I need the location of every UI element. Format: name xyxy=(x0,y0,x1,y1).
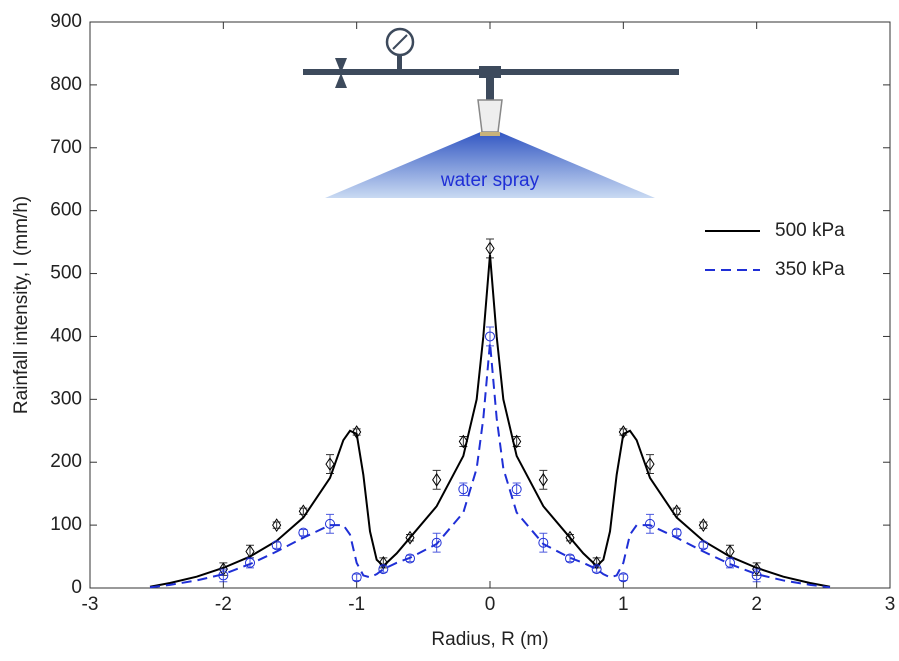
data-point xyxy=(725,557,735,568)
data-point xyxy=(671,527,682,538)
y-tick-label: 100 xyxy=(50,514,82,535)
data-point xyxy=(431,537,442,548)
x-tick-label: 1 xyxy=(618,594,629,615)
x-tick-label: -3 xyxy=(82,594,99,615)
y-tick-label: 900 xyxy=(50,11,82,32)
error-bar xyxy=(459,435,468,447)
error-bar xyxy=(672,529,681,537)
data-point xyxy=(698,518,708,533)
data-point xyxy=(512,434,522,449)
data-point xyxy=(485,241,495,256)
data-point xyxy=(672,504,682,519)
series-line xyxy=(149,254,831,588)
data-point xyxy=(565,553,575,564)
data-point xyxy=(272,518,282,533)
annotation: water spray xyxy=(440,170,540,191)
legend-label: 350 kPa xyxy=(775,259,845,280)
error-bar xyxy=(672,507,681,515)
y-tick-label: 300 xyxy=(50,388,82,409)
data-point xyxy=(618,425,628,439)
error-bar xyxy=(486,326,494,347)
y-axis-label: Rainfall intensity, I (mm/h) xyxy=(11,196,32,414)
error-bar xyxy=(299,507,308,515)
y-tick-label: 400 xyxy=(50,325,82,346)
x-tick-label: -1 xyxy=(348,594,365,615)
data-point xyxy=(751,570,762,581)
error-bar xyxy=(726,557,734,569)
y-tick-label: 800 xyxy=(50,74,82,95)
error-bar xyxy=(299,529,308,537)
error-bar xyxy=(432,532,441,553)
y-tick-label: 0 xyxy=(71,577,82,598)
data-point xyxy=(298,504,308,519)
error-bar xyxy=(592,565,601,573)
error-bar xyxy=(246,557,254,569)
data-point xyxy=(645,457,655,472)
legend-label: 500 kPa xyxy=(775,220,845,241)
error-bar xyxy=(379,565,388,573)
data-point xyxy=(325,457,335,472)
error-bar xyxy=(619,573,628,581)
data-point xyxy=(458,484,469,495)
series-line xyxy=(149,342,831,589)
y-tick-label: 200 xyxy=(50,451,82,472)
error-bar xyxy=(619,428,628,436)
data-point xyxy=(538,472,548,487)
error-bar xyxy=(352,428,361,436)
error-bar xyxy=(326,513,334,534)
data-point xyxy=(325,518,335,529)
error-bar xyxy=(699,541,708,549)
x-tick-label: 0 xyxy=(485,594,496,615)
x-axis-label: Radius, R (m) xyxy=(431,629,548,650)
data-point xyxy=(618,572,629,583)
data-point xyxy=(511,484,522,495)
data-point xyxy=(432,472,442,487)
data-point xyxy=(352,425,362,439)
y-tick-label: 500 xyxy=(50,263,82,284)
data-point xyxy=(245,557,255,568)
x-tick-label: 3 xyxy=(885,594,896,615)
data-point xyxy=(378,564,389,575)
error-bar xyxy=(406,534,414,542)
y-tick-label: 600 xyxy=(50,200,82,221)
x-tick-label: -2 xyxy=(215,594,232,615)
data-point xyxy=(458,434,468,449)
data-point xyxy=(271,540,282,551)
y-tick-label: 700 xyxy=(50,137,82,158)
error-bar xyxy=(539,532,548,553)
data-point xyxy=(485,331,495,342)
data-point xyxy=(538,537,549,548)
data-point xyxy=(645,518,655,529)
error-bar xyxy=(566,534,574,542)
x-tick-label: 2 xyxy=(751,594,762,615)
error-bar xyxy=(352,573,361,581)
data-point xyxy=(298,527,309,538)
data-point xyxy=(405,530,415,545)
sprinkler-diagram xyxy=(303,27,679,198)
error-bar xyxy=(512,435,521,447)
data-point xyxy=(698,540,709,551)
error-bar xyxy=(272,521,281,529)
data-point xyxy=(591,564,602,575)
error-bar xyxy=(646,513,654,534)
data-point xyxy=(218,570,229,581)
error-bar xyxy=(406,554,414,563)
data-point xyxy=(351,572,362,583)
data-point xyxy=(565,530,575,545)
data-point xyxy=(405,553,415,564)
error-bar xyxy=(699,521,708,529)
error-bar xyxy=(272,541,281,549)
error-bar xyxy=(566,554,574,563)
